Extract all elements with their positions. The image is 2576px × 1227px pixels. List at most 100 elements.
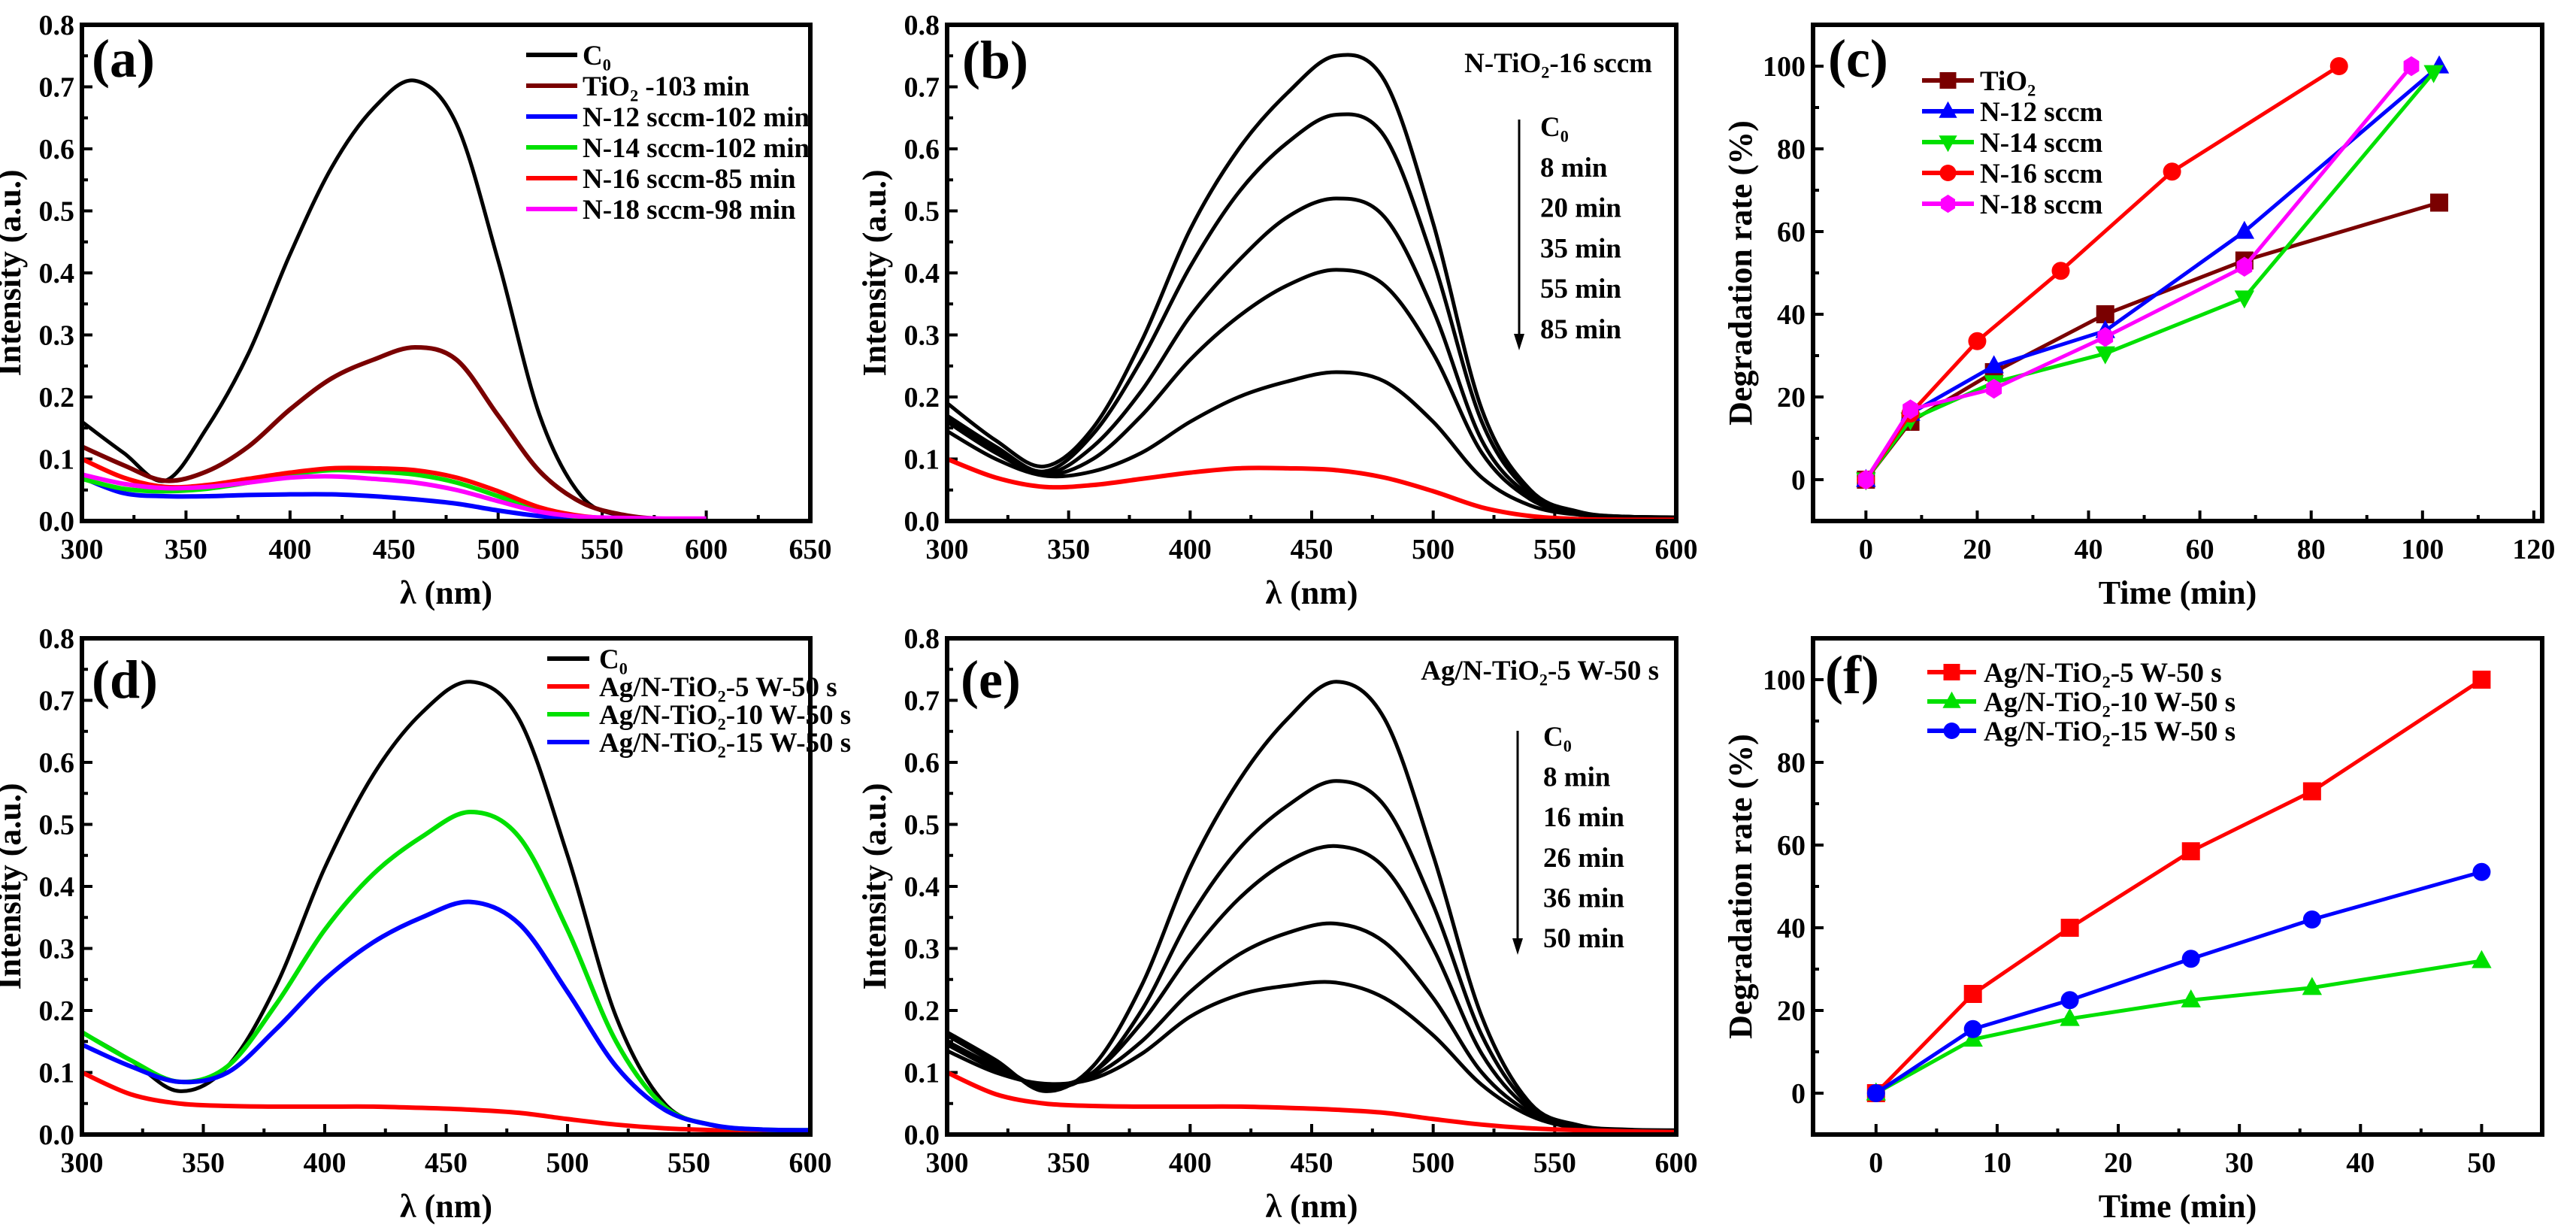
series-line xyxy=(947,112,1676,520)
time-label: 8 min xyxy=(1540,153,1608,183)
series-group xyxy=(82,680,810,1135)
x-tick-label: 300 xyxy=(61,1147,104,1179)
x-tick-label: 600 xyxy=(1655,534,1698,565)
x-tick-label: 550 xyxy=(667,1147,710,1179)
y-tick-label: 0.1 xyxy=(904,444,940,476)
x-tick-label: 300 xyxy=(926,1147,969,1179)
marker-triangle-up xyxy=(1942,691,1961,708)
x-tick-label: 400 xyxy=(304,1147,347,1179)
time-label: C₀ xyxy=(1540,112,1569,143)
legend-label: Ag/N-TiO₂-5 W-50 s xyxy=(1984,658,2222,689)
y-tick-label: 0.7 xyxy=(904,72,940,104)
marker-circle xyxy=(2051,262,2070,280)
time-label: 8 min xyxy=(1543,762,1611,793)
panel-label: (e) xyxy=(961,650,1021,710)
series-line xyxy=(82,345,707,521)
x-tick-label: 20 xyxy=(1963,534,1991,565)
series-line xyxy=(947,370,1676,520)
legend-label: N-14 sccm xyxy=(1980,128,2103,159)
series-line xyxy=(1864,71,2435,481)
marker-circle xyxy=(2302,910,2321,929)
series-group xyxy=(947,680,1676,1135)
x-axis-title: Time (min) xyxy=(2099,1188,2257,1225)
series-line xyxy=(947,53,1676,520)
x-tick-label: 350 xyxy=(1047,534,1090,565)
y-tick-label: 0.8 xyxy=(39,623,75,655)
y-tick-label: 0.6 xyxy=(39,747,75,779)
x-tick-label: 500 xyxy=(1412,534,1454,565)
y-tick-label: 20 xyxy=(1777,382,1806,414)
plot-frame xyxy=(80,23,813,523)
marker-hexagon xyxy=(2236,256,2253,277)
x-tick-label: 650 xyxy=(789,534,832,565)
x-axis-title: λ (nm) xyxy=(1265,1188,1358,1225)
legend-label: N-12 sccm xyxy=(1980,97,2103,128)
legend-label: Ag/N-TiO₂-15 W-50 s xyxy=(1984,717,2235,747)
x-tick-label: 20 xyxy=(2104,1147,2133,1179)
panel-label: (d) xyxy=(92,650,158,710)
x-tick-label: 600 xyxy=(1655,1147,1698,1179)
y-tick-label: 0.3 xyxy=(39,934,75,965)
marker-circle xyxy=(1939,165,1957,181)
panel-f: 0 10 20 30 40 50 0 20 40 60 80 100 Time (min) Degrada… xyxy=(1722,636,2544,1225)
y-tick-label: 0.5 xyxy=(39,810,75,841)
y-tick-label: 0.4 xyxy=(39,258,75,289)
x-tick-label: 400 xyxy=(1169,534,1212,565)
series-line xyxy=(82,1070,810,1135)
x-tick-label: 500 xyxy=(546,1147,589,1179)
x-tick-label: 0 xyxy=(1869,1147,1883,1179)
marker-circle xyxy=(1968,332,1987,350)
x-tick-label: 400 xyxy=(268,534,311,565)
marker-triangle-down xyxy=(1939,135,1957,153)
marker-hexagon xyxy=(1940,194,1956,214)
x-tick-label: 550 xyxy=(1533,1147,1576,1179)
legend-label: Ag/N-TiO₂-15 W-50 s xyxy=(599,728,851,759)
y-tick-label: 0 xyxy=(1791,465,1806,496)
series-line xyxy=(1874,677,2483,1095)
panel-c: 0 20 40 60 80 100 120 0 20 40 60 80 100 Time (min) Deg… xyxy=(1722,23,2555,611)
time-label: 26 min xyxy=(1543,843,1624,874)
marker-triangle-up xyxy=(1939,101,1957,118)
y-tick-label: 0.4 xyxy=(904,258,940,289)
legend-label: N-18 sccm-98 min xyxy=(583,195,796,226)
plot-frame xyxy=(945,23,1678,523)
series-line xyxy=(1864,201,2440,481)
time-label: 55 min xyxy=(1540,274,1621,304)
arrow-head-icon xyxy=(1512,938,1523,955)
x-tick-label: 80 xyxy=(2297,534,2326,565)
y-axis-title: Intensity (a.u.) xyxy=(0,169,28,376)
y-axis-title: Intensity (a.u.) xyxy=(856,783,893,989)
x-tick-label: 50 xyxy=(2467,1147,2496,1179)
x-tick-label: 550 xyxy=(1533,534,1576,565)
series-line xyxy=(82,78,707,521)
panel-annotation: Ag/N-TiO₂-5 W-50 s xyxy=(1421,656,1659,686)
x-axis-title: λ (nm) xyxy=(400,1188,492,1225)
panel-label: (f) xyxy=(1825,645,1879,705)
series-line xyxy=(1864,65,2441,481)
marker-square xyxy=(2060,919,2079,937)
x-tick-label: 550 xyxy=(581,534,624,565)
y-tick-label: 0.6 xyxy=(904,747,940,779)
y-tick-label: 0.2 xyxy=(904,382,940,414)
marker-square xyxy=(1943,664,1960,680)
x-tick-label: 10 xyxy=(1983,1147,2011,1179)
y-tick-label: 0.8 xyxy=(904,10,940,41)
x-tick-label: 600 xyxy=(685,534,728,565)
plot-frame xyxy=(80,636,813,1137)
legend-label: Ag/N-TiO₂-10 W-50 s xyxy=(1984,687,2235,718)
legend-label: Ag/N-TiO₂-5 W-50 s xyxy=(599,672,837,703)
x-tick-label: 400 xyxy=(1169,1147,1212,1179)
marker-square xyxy=(1963,985,1982,1003)
time-label: 85 min xyxy=(1540,314,1621,345)
marker-circle xyxy=(2472,862,2491,881)
x-tick-label: 300 xyxy=(61,534,104,565)
x-tick-label: 500 xyxy=(1412,1147,1454,1179)
marker-triangle-up xyxy=(2234,220,2255,239)
time-label: 50 min xyxy=(1543,923,1624,954)
x-tick-label: 300 xyxy=(926,534,969,565)
y-tick-label: 60 xyxy=(1777,830,1806,862)
panel-annotation: N-TiO₂-16 sccm xyxy=(1464,48,1652,79)
x-axis-title: λ (nm) xyxy=(1265,574,1358,611)
y-tick-label: 0.3 xyxy=(39,320,75,352)
